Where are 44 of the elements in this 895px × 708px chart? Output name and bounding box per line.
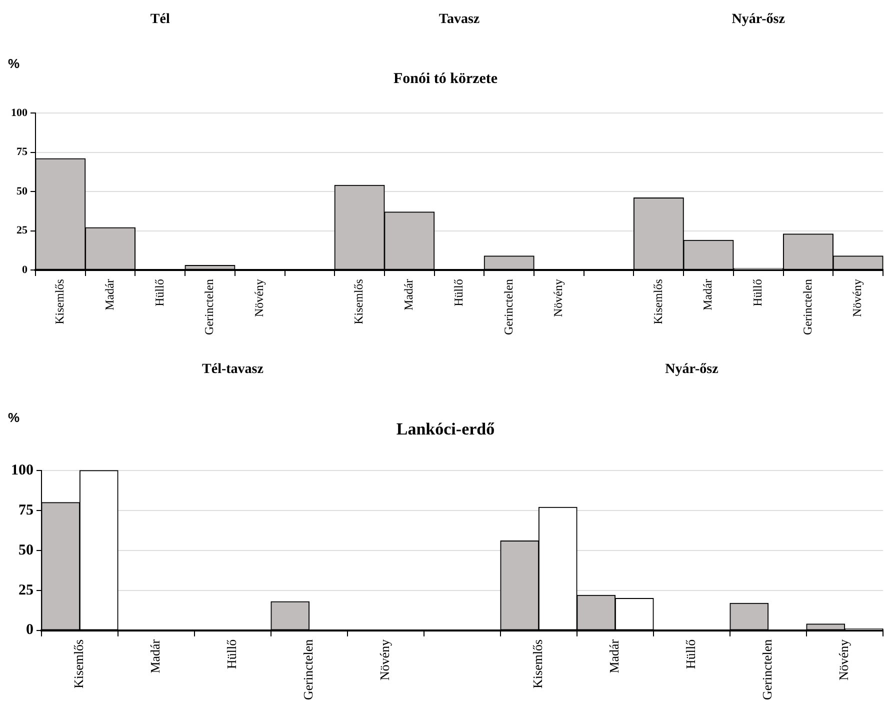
text: Tél <box>150 12 170 28</box>
y-tick-label: 100 <box>11 106 28 119</box>
x-tick-label: Növény <box>850 279 864 318</box>
y-tick-label: 75 <box>16 146 28 158</box>
x-tick-label: Kisemlős <box>530 639 546 688</box>
x-tick-label: Növény <box>252 279 266 318</box>
x-tick-label: Madár <box>402 279 416 310</box>
x-tick-label: Hüllő <box>224 639 240 669</box>
text: Nyár-ősz <box>665 362 718 378</box>
x-tick-label: Növény <box>551 279 566 318</box>
chart-title: Lankóci-erdő <box>396 420 496 439</box>
y-tick-label: 50 <box>16 185 28 198</box>
y-axis-title: % <box>8 410 20 425</box>
x-tick-label: Hüllő <box>683 639 698 669</box>
x-tick-label: Kisemlős <box>650 278 665 324</box>
y-tick-label: 0 <box>26 622 34 638</box>
x-tick-label: Hüllő <box>451 279 466 306</box>
y-tick-label: 100 <box>11 462 34 478</box>
x-tick-label: Madár <box>700 279 715 310</box>
x-tick-label: Kisemlős <box>71 639 86 688</box>
chart-title: Fonói tó körzete <box>393 70 498 87</box>
x-tick-label: Kisemlős <box>52 278 67 324</box>
text: Nyár-ősz <box>732 12 785 28</box>
x-tick-label: Növény <box>836 638 852 681</box>
x-tick-label: Hüllő <box>152 279 166 306</box>
x-tick-label: Gerinctelen <box>300 638 316 700</box>
x-tick-label: Madár <box>606 638 622 674</box>
x-tick-label: Gerinctelen <box>202 279 216 335</box>
x-tick-label: Hüllő <box>750 279 765 306</box>
x-tick-label: Gerinctelen <box>760 638 775 700</box>
x-tick-label: Madár <box>148 638 163 674</box>
y-tick-label: 75 <box>18 502 34 518</box>
text: Tavasz <box>438 12 480 28</box>
x-tick-label: Gerinctelen <box>800 279 814 335</box>
x-tick-label: Növény <box>377 638 392 681</box>
y-tick-label: 50 <box>18 542 34 558</box>
text: Tél-tavasz <box>202 362 264 378</box>
y-tick-label: 0 <box>22 264 28 276</box>
x-tick-label: Kisemlős <box>352 278 366 324</box>
x-tick-label: Madár <box>102 279 116 310</box>
y-tick-label: 25 <box>18 582 34 598</box>
y-tick-label: 25 <box>16 224 28 237</box>
y-axis-title: % <box>8 56 20 71</box>
x-tick-label: Gerinctelen <box>501 279 516 335</box>
